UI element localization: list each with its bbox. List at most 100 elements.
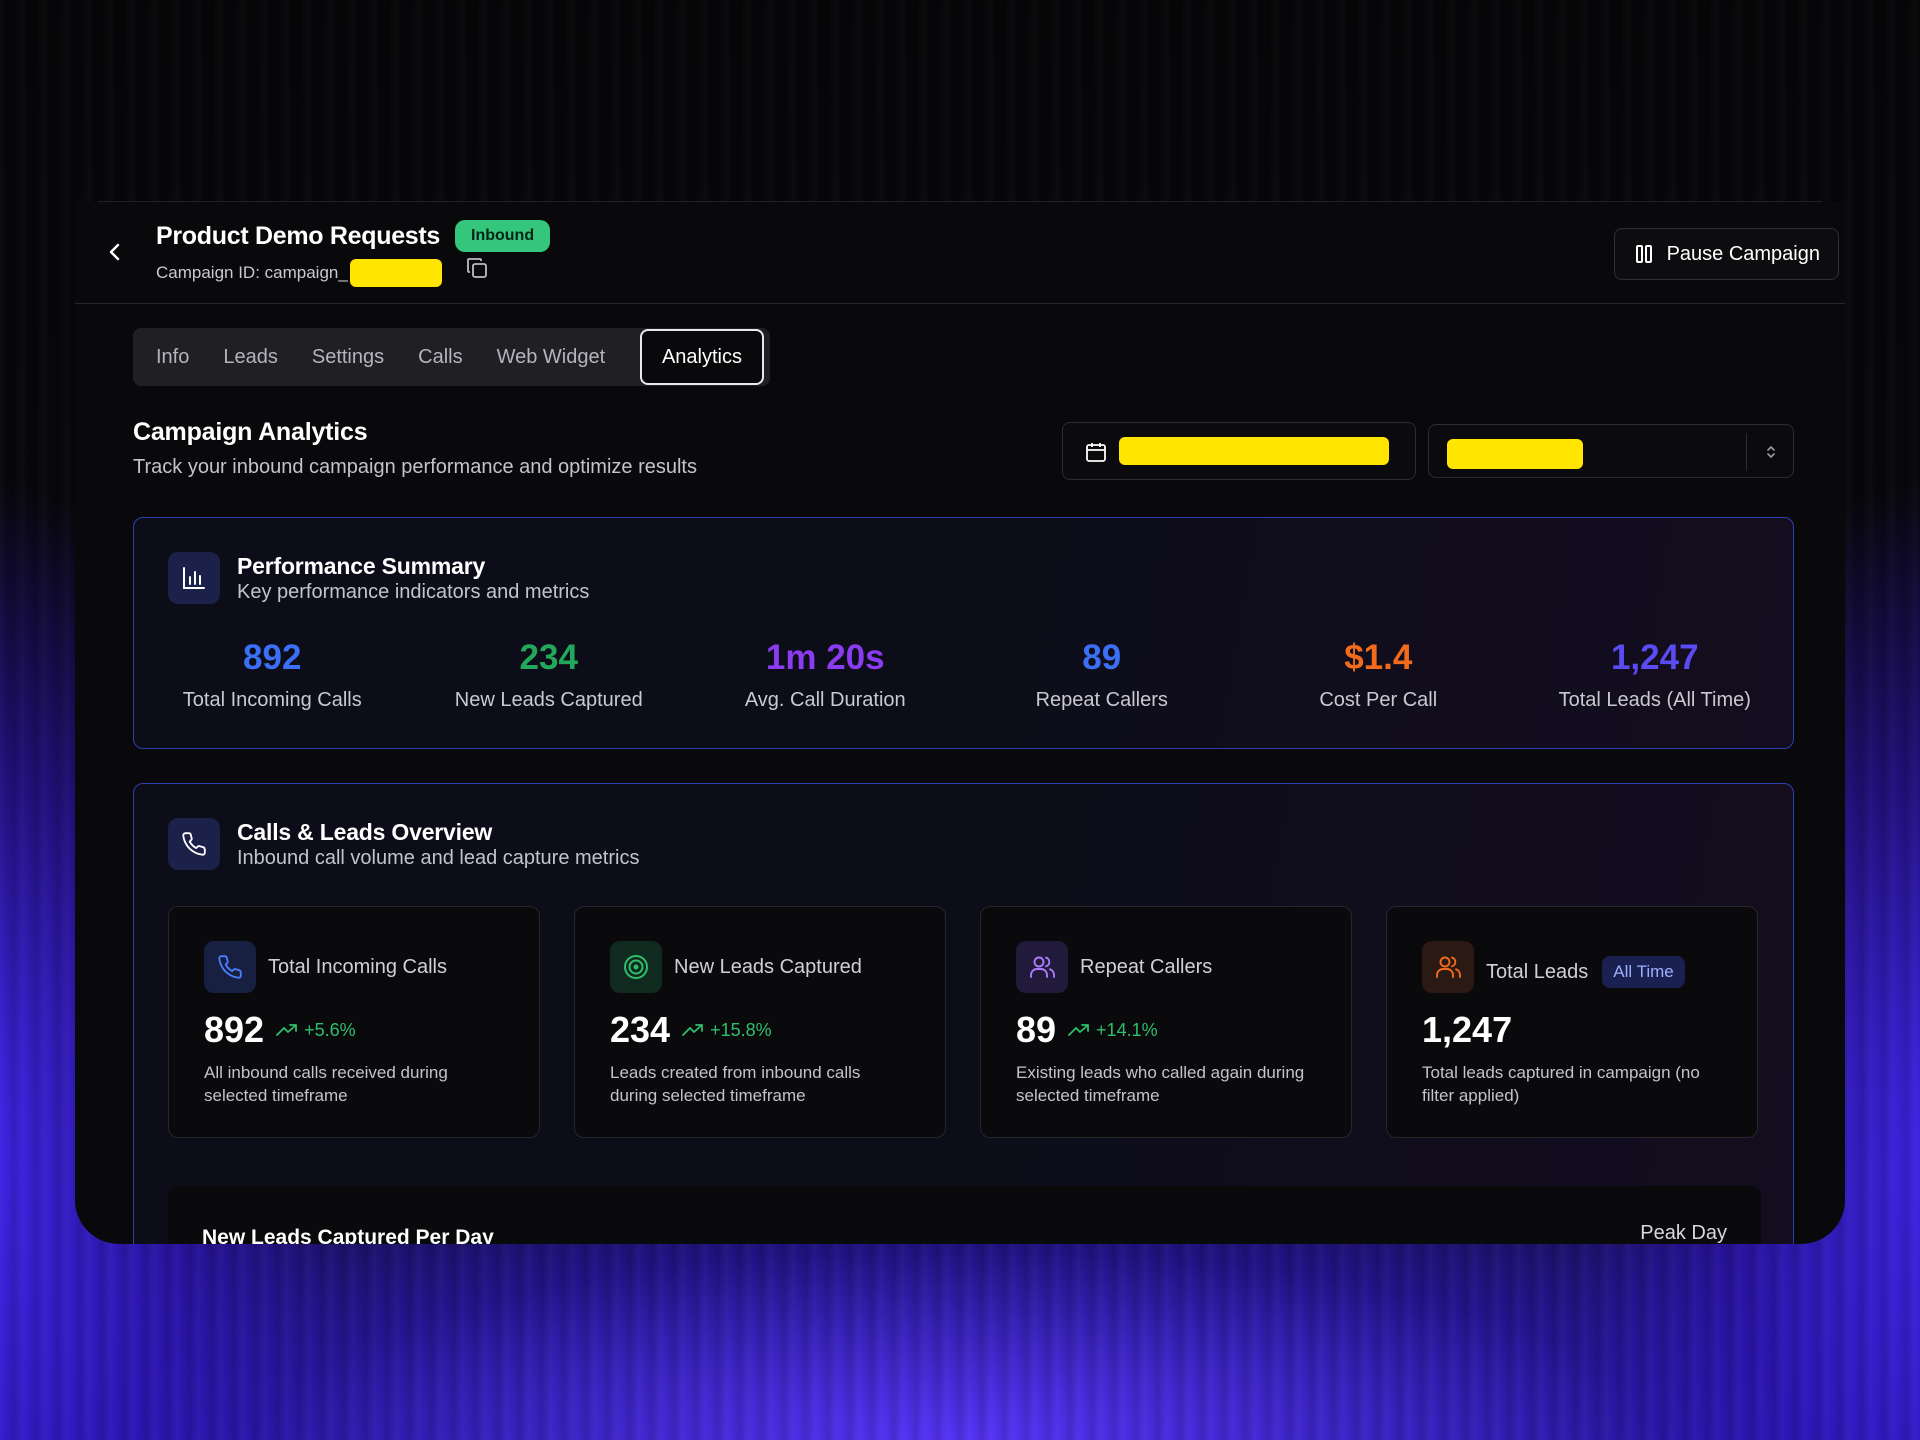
- card-title: Calls & Leads Overview: [237, 819, 493, 845]
- page-title: Product Demo Requests: [156, 222, 441, 250]
- kpi-avg-call-duration: 1m 20s Avg. Call Duration: [687, 640, 964, 712]
- stat-number: 89: [1016, 1009, 1057, 1050]
- stat-name-label: Total Leads: [1486, 960, 1589, 983]
- target-icon: [624, 955, 648, 979]
- filter-select[interactable]: [1428, 424, 1794, 478]
- section-subtitle: Track your inbound campaign performance …: [133, 456, 697, 478]
- phone-icon: [218, 955, 242, 979]
- kpi-repeat-callers: 89 Repeat Callers: [964, 640, 1241, 712]
- trend-value: +5.6%: [304, 1019, 356, 1040]
- kpi-label: Total Incoming Calls: [182, 689, 362, 711]
- stat-name-label: New Leads Captured: [674, 956, 862, 978]
- back-button[interactable]: [103, 240, 127, 264]
- tab-analytics[interactable]: Analytics: [639, 329, 764, 385]
- stat-value: 234 +15.8%: [610, 1009, 772, 1051]
- select-divider: [1746, 433, 1747, 471]
- card-subtitle: Inbound call volume and lead capture met…: [237, 847, 640, 869]
- campaign-id: Campaign ID: campaign_: [156, 259, 442, 287]
- stat-number: 234: [610, 1009, 671, 1050]
- tab-leads[interactable]: Leads: [223, 345, 278, 368]
- stat-card-total-leads: Total Leads All Time 1,247 Total leads c…: [1386, 906, 1758, 1138]
- tab-settings[interactable]: Settings: [311, 345, 385, 368]
- pause-campaign-button[interactable]: Pause Campaign: [1613, 228, 1839, 280]
- kpi-cost-per-call: $1.4 Cost Per Call: [1240, 640, 1517, 712]
- kpi-value: 892: [243, 638, 302, 677]
- redacted-campaign-id: [349, 259, 442, 287]
- calendar-icon: [1086, 443, 1106, 462]
- kpi-value: 89: [1082, 638, 1122, 677]
- trend-value: +14.1%: [1096, 1019, 1158, 1040]
- trend: +14.1%: [1068, 1020, 1158, 1041]
- chevron-up-down-icon: [1767, 446, 1775, 458]
- copy-icon: [467, 258, 487, 278]
- stat-description: Total leads captured in campaign (no fil…: [1422, 1063, 1700, 1105]
- trend: +5.6%: [276, 1020, 356, 1041]
- card-icon-box: [168, 552, 220, 604]
- trend-value: +15.8%: [710, 1019, 772, 1040]
- stat-icon-box: [1422, 941, 1474, 993]
- copy-button[interactable]: [465, 256, 491, 282]
- kpi-value: $1.4: [1344, 638, 1413, 677]
- trending-up-icon: [682, 1024, 703, 1036]
- chevron-left-icon: [109, 243, 120, 261]
- stat-name: New Leads Captured: [674, 956, 862, 979]
- chart-title: New Leads Captured Per Day: [202, 1226, 494, 1244]
- stat-card-repeat-callers: Repeat Callers 89 +14.1% Existing leads …: [980, 906, 1352, 1138]
- kpi-value: 1m 20s: [765, 638, 885, 677]
- redacted-date-range: [1119, 437, 1389, 465]
- stat-name-label: Repeat Callers: [1080, 956, 1213, 978]
- app-window: Product Demo Requests Inbound Campaign I…: [75, 202, 1845, 1244]
- stat-value: 892 +5.6%: [204, 1009, 356, 1051]
- stat-grid: Total Incoming Calls 892 +5.6% All inbou…: [168, 906, 1758, 1138]
- tab-bar: Info Leads Settings Calls Web Widget Ana…: [133, 328, 770, 386]
- stat-value: 89 +14.1%: [1016, 1009, 1158, 1051]
- kpi-total-incoming-calls: 892 Total Incoming Calls: [134, 640, 411, 712]
- tab-info[interactable]: Info: [156, 345, 190, 368]
- performance-summary-card: Performance Summary Key performance indi…: [133, 517, 1794, 749]
- leads-per-day-chart-card: New Leads Captured Per Day Peak Day: [168, 1186, 1761, 1244]
- stat-icon-box: [1016, 941, 1068, 993]
- users-icon: [1030, 956, 1055, 978]
- calls-leads-overview-card: Calls & Leads Overview Inbound call volu…: [133, 783, 1794, 1244]
- redacted-selected-value: [1447, 439, 1583, 469]
- stat-card-total-incoming-calls: Total Incoming Calls 892 +5.6% All inbou…: [168, 906, 540, 1138]
- tab-web-widget[interactable]: Web Widget: [496, 345, 606, 368]
- card-title: Performance Summary: [237, 553, 486, 579]
- users-icon: [1436, 956, 1461, 978]
- kpi-new-leads-captured: 234 New Leads Captured: [411, 640, 688, 712]
- trending-up-icon: [1068, 1024, 1089, 1036]
- card-subtitle: Key performance indicators and metrics: [237, 581, 590, 603]
- kpi-row: 892 Total Incoming Calls 234 New Leads C…: [134, 640, 1793, 712]
- all-time-badge: All Time: [1602, 956, 1685, 988]
- pause-campaign-label: Pause Campaign: [1666, 242, 1820, 265]
- trend: +15.8%: [682, 1020, 772, 1041]
- bar-chart-icon: [183, 567, 205, 589]
- trending-up-icon: [276, 1024, 297, 1036]
- stat-name: Total Incoming Calls: [268, 956, 447, 979]
- stat-name: Total Leads All Time: [1486, 956, 1685, 988]
- stat-card-new-leads-captured: New Leads Captured 234 +15.8% Leads crea…: [574, 906, 946, 1138]
- peak-day-label: Peak Day: [1640, 1222, 1727, 1244]
- stat-number: 892: [204, 1009, 265, 1050]
- tab-calls[interactable]: Calls: [418, 345, 463, 368]
- section-title: Campaign Analytics: [133, 418, 368, 446]
- kpi-total-leads-all-time: 1,247 Total Leads (All Time): [1517, 640, 1794, 712]
- kpi-label: Repeat Callers: [1035, 689, 1168, 711]
- page-header: Product Demo Requests Inbound Campaign I…: [75, 202, 1845, 304]
- kpi-label: Cost Per Call: [1319, 689, 1438, 711]
- phone-icon: [182, 832, 206, 856]
- card-icon-box: [168, 818, 220, 870]
- stat-name-label: Total Incoming Calls: [268, 956, 447, 978]
- divider: [98, 201, 1822, 202]
- pause-icon: [1635, 245, 1652, 263]
- date-range-picker[interactable]: [1062, 422, 1416, 480]
- kpi-label: New Leads Captured: [454, 689, 643, 711]
- stat-description: All inbound calls received during select…: [204, 1063, 448, 1105]
- stat-description: Leads created from inbound calls during …: [610, 1063, 861, 1105]
- inbound-badge: Inbound: [455, 220, 551, 252]
- stat-icon-box: [204, 941, 256, 993]
- stat-name: Repeat Callers: [1080, 956, 1212, 979]
- stat-value: 1,247: [1422, 1009, 1512, 1051]
- kpi-label: Total Leads (All Time): [1558, 689, 1751, 711]
- stat-icon-box: [610, 941, 662, 993]
